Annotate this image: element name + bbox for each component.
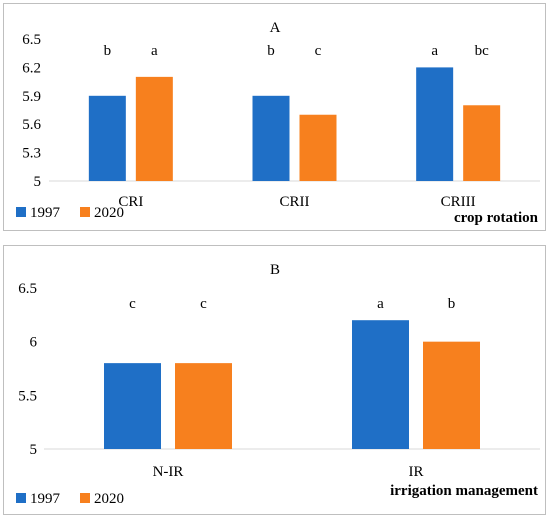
bar-cri-2020 [135, 76, 173, 181]
legend-swatch-2020 [80, 493, 90, 503]
y-tick-label: 6 [30, 335, 38, 351]
category-label: CRII [280, 194, 310, 210]
y-tick-label: 5 [30, 442, 38, 458]
significance-letter: a [377, 296, 384, 312]
significance-letter: a [151, 43, 158, 59]
category-label: N-IR [153, 464, 184, 480]
y-tick-label: 5.9 [22, 89, 41, 105]
y-tick-label: 5.3 [22, 146, 41, 162]
chart-panel-a: A 6.5 6.2 5.9 5.6 5.3 5 b a CRI b c CRII a bc CRIII 1997… [3, 3, 546, 231]
bar-n-ir-1997 [104, 363, 161, 449]
significance-letter: bc [475, 43, 490, 59]
chart-title: A [270, 20, 281, 36]
bar-criii-1997 [416, 67, 454, 181]
significance-letter: b [104, 43, 112, 59]
x-axis-title: crop rotation [454, 210, 539, 226]
significance-letter: c [200, 296, 207, 312]
legend-swatch-1997 [16, 207, 26, 217]
category-label: CRI [118, 194, 143, 210]
significance-letter: c [129, 296, 136, 312]
chart-panel-b: B 6.5 6 5.5 5 c c N-IR a b IR 1997 2020 irrigation ma… [3, 245, 546, 515]
category-label: CRIII [441, 194, 476, 210]
legend-swatch-1997 [16, 493, 26, 503]
significance-letter: a [431, 43, 438, 59]
bar-criii-2020 [463, 105, 501, 181]
legend-label: 2020 [94, 205, 124, 221]
category-label: IR [409, 464, 424, 480]
significance-letter: b [448, 296, 456, 312]
legend-label: 1997 [30, 205, 61, 221]
bar-crii-1997 [252, 95, 290, 181]
bar-ir-1997 [352, 320, 409, 449]
legend-label: 2020 [94, 491, 124, 507]
legend-label: 1997 [30, 491, 61, 507]
legend-swatch-2020 [80, 207, 90, 217]
x-axis-title: irrigation management [390, 483, 538, 499]
y-tick-label: 6.2 [22, 60, 41, 76]
significance-letter: c [315, 43, 322, 59]
y-tick-label: 5.5 [18, 388, 37, 404]
y-tick-label: 5.6 [22, 117, 41, 133]
y-tick-label: 5 [34, 174, 42, 190]
significance-letter: b [267, 43, 275, 59]
bar-cri-1997 [88, 95, 126, 181]
chart-b-svg: B 6.5 6 5.5 5 c c N-IR a b IR 1997 2020 irrigation ma… [16, 262, 540, 507]
bar-crii-2020 [299, 114, 337, 181]
y-tick-label: 6.5 [22, 32, 41, 48]
y-tick-label: 6.5 [18, 281, 37, 297]
bar-n-ir-2020 [175, 363, 232, 449]
bar-ir-2020 [423, 341, 480, 449]
chart-title: B [270, 262, 280, 278]
